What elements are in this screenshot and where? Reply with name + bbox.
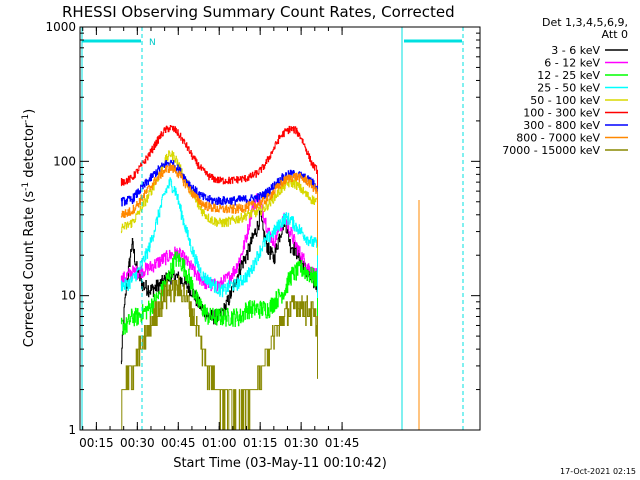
series-layer — [120, 125, 318, 430]
x-tick-label-1: 00:30 — [120, 436, 155, 450]
series-line-8 — [121, 275, 318, 430]
y-axis-label-superscript-2: -1 — [21, 114, 31, 123]
y-tick-label-1: 10 — [61, 289, 76, 303]
overlay-layer: N — [81, 27, 464, 430]
x-tick-label-3: 01:00 — [202, 436, 237, 450]
legend-label-7: 800 - 7000 keV — [516, 132, 600, 145]
x-tick-label-6: 01:45 — [325, 436, 360, 450]
x-axis-label: Start Time (03-May-11 00:10:42) — [173, 456, 387, 471]
x-tick-label-4: 01:15 — [243, 436, 278, 450]
y-tick-label-2: 100 — [53, 154, 76, 168]
y-axis-label-main: Corrected Count Rate (s — [22, 191, 37, 348]
legend-label-5: 100 - 300 keV — [523, 107, 600, 120]
x-tick-label-5: 01:30 — [284, 436, 319, 450]
legend-label-3: 25 - 50 keV — [537, 82, 600, 95]
legend-header-line-2: Att 0 — [602, 28, 628, 41]
y-axis-label-superscript: -1 — [21, 182, 31, 191]
series-line-7 — [120, 163, 318, 247]
y-axis: 1 10 100 1000 — [45, 20, 480, 437]
series-line-5 — [120, 125, 318, 225]
plot-area: N 1 10 100 1000 00:15 00:30 00:45 01:00 01:15 01… — [45, 20, 481, 450]
plot-frame — [79, 26, 481, 431]
series-line-3 — [120, 177, 318, 298]
x-tick-label-2: 00:45 — [161, 436, 196, 450]
legend-label-4: 50 - 100 keV — [530, 94, 600, 107]
y-tick-label-0: 1 — [68, 423, 76, 437]
y-tick-label-3: 1000 — [45, 20, 76, 34]
legend-label-6: 300 - 800 keV — [523, 119, 600, 132]
footer-timestamp: 17-Oct-2021 02:15 — [560, 467, 636, 476]
y-axis-label-middle: detector — [22, 122, 37, 182]
legend-header-line-1: Det 1,3,4,5,6,9, — [542, 16, 628, 29]
chart-title: RHESSI Observing Summary Count Rates, Co… — [62, 3, 455, 21]
y-axis-label: Corrected Count Rate (s-1 detector-1) — [21, 109, 37, 347]
legend-label-1: 6 - 12 keV — [544, 57, 600, 70]
series-line-4 — [120, 150, 318, 256]
flag-marker-n: N — [149, 38, 156, 48]
series-line-2 — [120, 251, 318, 335]
legend-label-0: 3 - 6 keV — [551, 44, 600, 57]
y-axis-label-end: ) — [22, 109, 37, 114]
legend-label-8: 7000 - 15000 keV — [502, 144, 600, 157]
x-tick-label-0: 00:15 — [79, 436, 114, 450]
legend-label-2: 12 - 25 keV — [537, 69, 600, 82]
x-axis: 00:15 00:30 00:45 01:00 01:15 01:30 01:45 — [79, 27, 359, 450]
